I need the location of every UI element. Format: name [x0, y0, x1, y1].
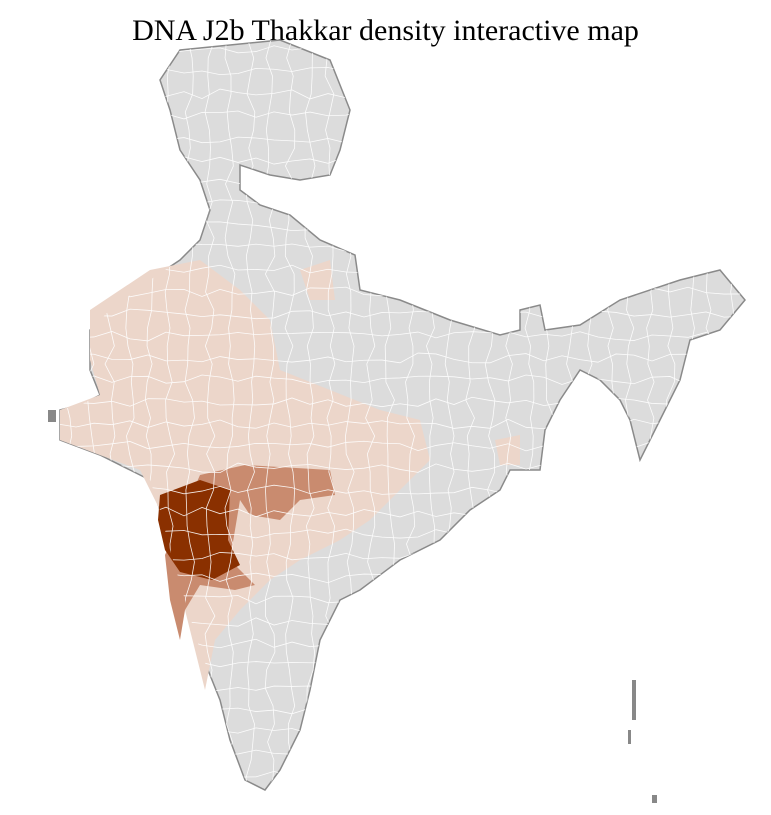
district-border — [724, 40, 736, 790]
district-border — [60, 638, 743, 650]
district-border — [60, 110, 743, 121]
district-border — [60, 331, 743, 342]
district-border — [60, 682, 743, 693]
district-border — [704, 40, 716, 790]
district-border — [60, 374, 743, 386]
district-border — [60, 594, 743, 606]
district-border — [224, 40, 236, 790]
island-territories — [48, 410, 657, 803]
district-border — [204, 40, 216, 790]
district-border — [60, 176, 743, 188]
district-border — [60, 749, 743, 760]
district-border — [245, 40, 256, 790]
region-high-density[interactable] — [158, 480, 240, 580]
district-border — [60, 572, 743, 584]
district-border — [304, 40, 316, 790]
district-border — [60, 243, 743, 253]
map-title: DNA J2b Thakkar density interactive map — [132, 14, 639, 47]
region-low-density-bengal[interactable] — [495, 435, 520, 465]
district-border — [284, 40, 296, 790]
district-border — [744, 40, 745, 790]
district-border — [60, 67, 743, 78]
district-border — [60, 133, 743, 144]
district-border — [60, 660, 743, 672]
district-border — [60, 770, 743, 782]
district-border — [664, 40, 676, 790]
district-border — [584, 40, 596, 790]
district-border — [60, 88, 743, 100]
district-border — [605, 40, 616, 790]
district-border — [60, 154, 743, 166]
district-border — [564, 40, 576, 790]
district-border — [60, 199, 743, 210]
district-border — [60, 704, 743, 716]
district-border — [60, 45, 743, 56]
district-border — [60, 616, 743, 628]
district-border — [60, 220, 743, 232]
district-border — [60, 396, 743, 408]
district-border — [60, 352, 743, 364]
district-border — [40, 793, 742, 803]
district-border — [264, 40, 276, 790]
district-border — [60, 727, 743, 738]
district-border — [60, 308, 743, 320]
district-border — [684, 40, 696, 790]
